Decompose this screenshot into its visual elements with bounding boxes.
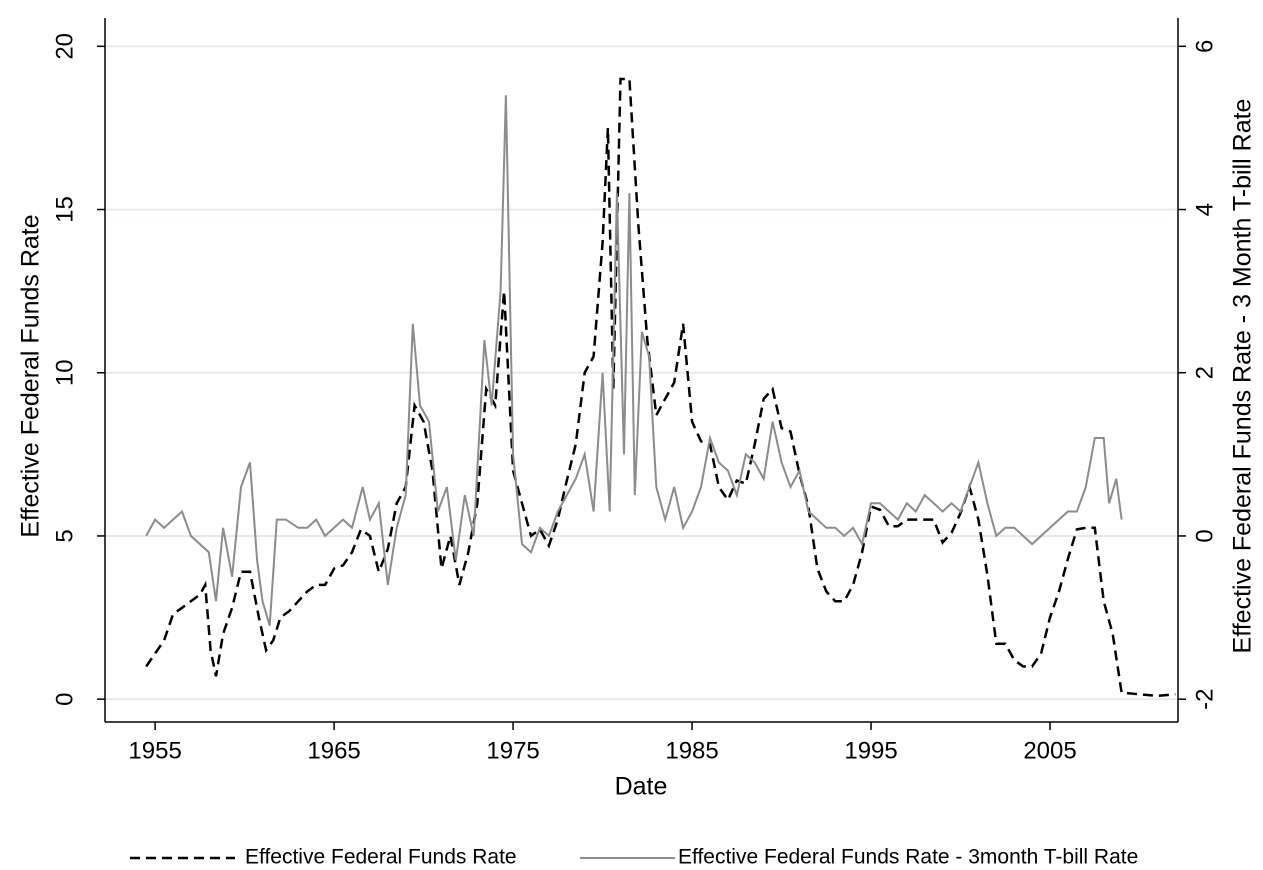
x-tick-label: 2005	[1023, 737, 1076, 764]
y-tick-label: 10	[51, 359, 78, 386]
legend-label: Effective Federal Funds Rate	[245, 846, 517, 869]
y-tick-label: 0	[51, 692, 78, 705]
line-series	[145, 95, 1123, 626]
line-series	[145, 77, 1176, 698]
y2-tick-label: -2	[1191, 688, 1218, 709]
x-tick-label: 1975	[486, 737, 539, 764]
x-tick-label: 1995	[844, 737, 897, 764]
y-tick-label: 5	[51, 529, 78, 542]
x-tick-label: 1965	[307, 737, 360, 764]
y2-tick-label: 4	[1191, 203, 1218, 216]
y2-tick-label: 2	[1191, 366, 1218, 379]
x-axis-title: Date	[615, 773, 668, 801]
legend-label: Effective Federal Funds Rate - 3month T-…	[678, 846, 1138, 869]
y2-tick-label: 0	[1191, 529, 1218, 542]
y2-axis-title: Effective Federal Funds Rate - 3 Month T…	[1229, 99, 1257, 654]
y-tick-label: 15	[51, 196, 78, 223]
x-tick-label: 1985	[665, 737, 718, 764]
x-tick-label: 1955	[128, 737, 181, 764]
y-axis-title: Effective Federal Funds Rate	[17, 214, 45, 537]
y-tick-label: 20	[51, 33, 78, 60]
y2-tick-label: 6	[1191, 40, 1218, 53]
